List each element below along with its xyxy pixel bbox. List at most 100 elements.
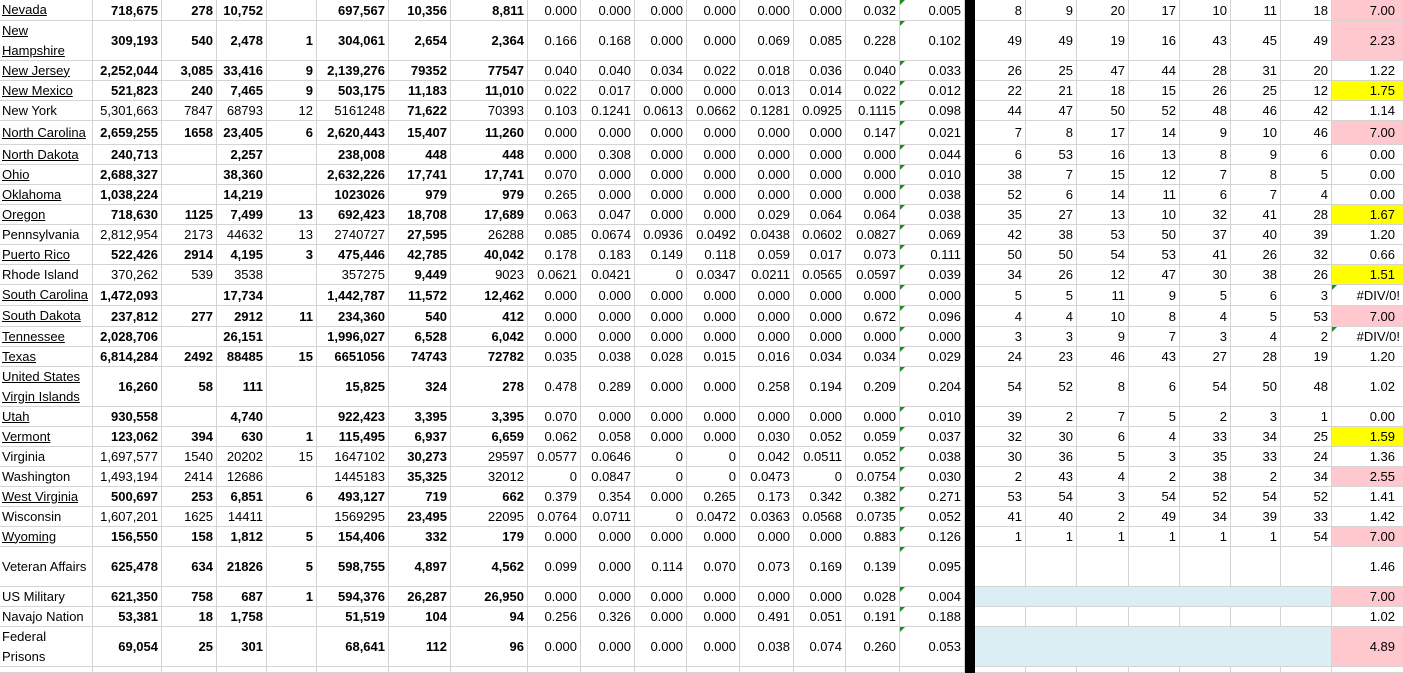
rank-cell[interactable]: 54 <box>1180 367 1231 407</box>
rank-cell[interactable]: 35 <box>975 205 1026 225</box>
average-cell[interactable]: 0.188 <box>900 607 965 627</box>
ratio-cell[interactable]: 0.289 <box>581 367 635 407</box>
ratio-cell[interactable]: 0.062 <box>528 427 581 447</box>
value-cell[interactable]: 2,812,954 <box>93 225 162 245</box>
ratio-cell[interactable]: 0.038 <box>581 347 635 367</box>
ratio-cell[interactable]: 0.0711 <box>581 507 635 527</box>
rank-cell[interactable]: 16 <box>1077 145 1129 165</box>
score-cell[interactable]: 1.22 <box>1332 61 1404 81</box>
ratio-cell[interactable]: 0.168 <box>581 21 635 61</box>
ratio-cell[interactable]: 0.000 <box>635 165 687 185</box>
rank-cell[interactable]: 1 <box>1231 527 1281 547</box>
average-cell[interactable]: 0.039 <box>900 265 965 285</box>
value-cell[interactable]: 1647102 <box>317 447 389 467</box>
ratio-cell[interactable]: 0.000 <box>581 185 635 205</box>
ratio-cell[interactable]: 0.000 <box>740 165 794 185</box>
rank-cell[interactable]: 4 <box>1180 306 1231 327</box>
value-cell[interactable]: 4,562 <box>451 547 528 587</box>
average-cell[interactable]: 0.010 <box>900 407 965 427</box>
rank-cell[interactable]: 8 <box>975 0 1026 21</box>
average-cell[interactable]: 0.111 <box>900 245 965 265</box>
ratio-cell[interactable]: 0.000 <box>794 306 846 327</box>
value-cell[interactable]: 522,426 <box>93 245 162 265</box>
empty-cell[interactable] <box>162 667 217 673</box>
rank-cell[interactable]: 18 <box>1077 81 1129 101</box>
value-cell[interactable]: 6,814,284 <box>93 347 162 367</box>
rank-cell[interactable]: 6 <box>1129 367 1180 407</box>
value-cell[interactable]: 758 <box>162 587 217 607</box>
rank-cell[interactable]: 53 <box>1026 145 1077 165</box>
ratio-cell[interactable]: 0 <box>687 447 740 467</box>
score-cell[interactable]: 7.00 <box>1332 587 1404 607</box>
ratio-cell[interactable]: 0.000 <box>687 306 740 327</box>
ratio-cell[interactable]: 0.103 <box>528 101 581 121</box>
ratio-cell[interactable]: 0.000 <box>528 627 581 667</box>
rank-cell[interactable] <box>1077 627 1129 667</box>
average-cell[interactable]: 0.038 <box>900 205 965 225</box>
rank-cell[interactable]: 6 <box>975 145 1026 165</box>
rank-cell[interactable]: 26 <box>1180 81 1231 101</box>
rank-cell[interactable] <box>1231 627 1281 667</box>
rank-cell[interactable]: 10 <box>1180 0 1231 21</box>
ratio-cell[interactable]: 0.1281 <box>740 101 794 121</box>
value-cell[interactable] <box>162 185 217 205</box>
ratio-cell[interactable]: 0.000 <box>740 327 794 347</box>
value-cell[interactable] <box>162 407 217 427</box>
rank-cell[interactable]: 13 <box>1077 205 1129 225</box>
value-cell[interactable]: 3 <box>267 245 317 265</box>
row-name-cell[interactable]: New Mexico <box>0 81 93 101</box>
empty-cell[interactable] <box>0 667 93 673</box>
ratio-cell[interactable]: 0.000 <box>635 607 687 627</box>
rank-cell[interactable] <box>1129 607 1180 627</box>
empty-cell[interactable] <box>687 667 740 673</box>
rank-cell[interactable] <box>1281 587 1332 607</box>
value-cell[interactable]: 6,937 <box>389 427 451 447</box>
rank-cell[interactable] <box>1281 547 1332 587</box>
ratio-cell[interactable]: 0.064 <box>846 205 900 225</box>
value-cell[interactable] <box>267 367 317 407</box>
empty-cell[interactable] <box>581 667 635 673</box>
rank-cell[interactable]: 44 <box>1129 61 1180 81</box>
rank-cell[interactable]: 2 <box>975 467 1026 487</box>
value-cell[interactable]: 12686 <box>217 467 267 487</box>
value-cell[interactable]: 1540 <box>162 447 217 467</box>
value-cell[interactable]: 718,675 <box>93 0 162 21</box>
value-cell[interactable]: 1,493,194 <box>93 467 162 487</box>
ratio-cell[interactable]: 0.000 <box>794 165 846 185</box>
value-cell[interactable] <box>267 145 317 165</box>
value-cell[interactable]: 104 <box>389 607 451 627</box>
ratio-cell[interactable]: 0.022 <box>846 81 900 101</box>
value-cell[interactable]: 11,010 <box>451 81 528 101</box>
rank-cell[interactable] <box>975 627 1026 667</box>
rank-cell[interactable]: 30 <box>1180 265 1231 285</box>
rank-cell[interactable]: 7 <box>1077 407 1129 427</box>
rank-cell[interactable]: 2 <box>1077 507 1129 527</box>
ratio-cell[interactable]: 0.0764 <box>528 507 581 527</box>
score-cell[interactable]: 0.66 <box>1332 245 1404 265</box>
row-name-cell[interactable]: Wyoming <box>0 527 93 547</box>
average-cell[interactable]: 0.038 <box>900 185 965 205</box>
row-name-cell[interactable]: South Carolina <box>0 285 93 306</box>
value-cell[interactable]: 357275 <box>317 265 389 285</box>
rank-cell[interactable]: 22 <box>975 81 1026 101</box>
ratio-cell[interactable]: 0.040 <box>528 61 581 81</box>
ratio-cell[interactable]: 0.042 <box>740 447 794 467</box>
rank-cell[interactable]: 35 <box>1180 447 1231 467</box>
ratio-cell[interactable]: 0.000 <box>635 527 687 547</box>
value-cell[interactable]: 539 <box>162 265 217 285</box>
ratio-cell[interactable]: 0.672 <box>846 306 900 327</box>
ratio-cell[interactable]: 0.000 <box>581 587 635 607</box>
value-cell[interactable]: 29597 <box>451 447 528 467</box>
ratio-cell[interactable]: 0.017 <box>581 81 635 101</box>
ratio-cell[interactable]: 0.032 <box>846 0 900 21</box>
score-cell[interactable]: 2.23 <box>1332 21 1404 61</box>
rank-cell[interactable]: 50 <box>975 245 1026 265</box>
rank-cell[interactable]: 50 <box>1026 245 1077 265</box>
ratio-cell[interactable]: 0.000 <box>740 0 794 21</box>
ratio-cell[interactable]: 0.000 <box>687 407 740 427</box>
value-cell[interactable]: 1625 <box>162 507 217 527</box>
ratio-cell[interactable]: 0.000 <box>687 121 740 145</box>
value-cell[interactable] <box>267 407 317 427</box>
value-cell[interactable]: 1125 <box>162 205 217 225</box>
value-cell[interactable]: 12,462 <box>451 285 528 306</box>
